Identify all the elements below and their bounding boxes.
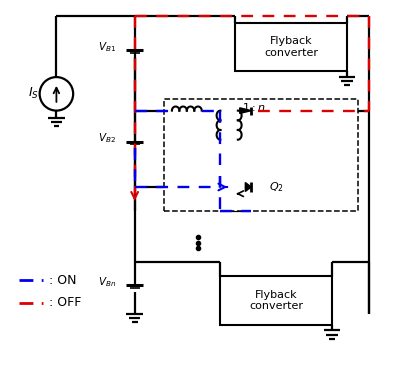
Text: : ON: : ON [49, 274, 76, 286]
Text: Flyback
converter: Flyback converter [264, 37, 318, 58]
Text: $I_S$: $I_S$ [28, 86, 39, 101]
Text: $V_{B1}$: $V_{B1}$ [98, 40, 116, 54]
Bar [220, 276, 332, 325]
Text: Flyback
converter: Flyback converter [249, 290, 303, 312]
Text: $Q_2$: $Q_2$ [269, 180, 284, 194]
Text: $V_{B2}$: $V_{B2}$ [98, 132, 116, 145]
Bar [235, 23, 347, 71]
Polygon shape [245, 183, 251, 191]
Text: : OFF: : OFF [49, 296, 81, 309]
Polygon shape [240, 108, 251, 113]
Bar [164, 99, 358, 211]
Text: $1:n$: $1:n$ [242, 101, 266, 113]
Text: $V_{Bn}$: $V_{Bn}$ [98, 275, 116, 289]
